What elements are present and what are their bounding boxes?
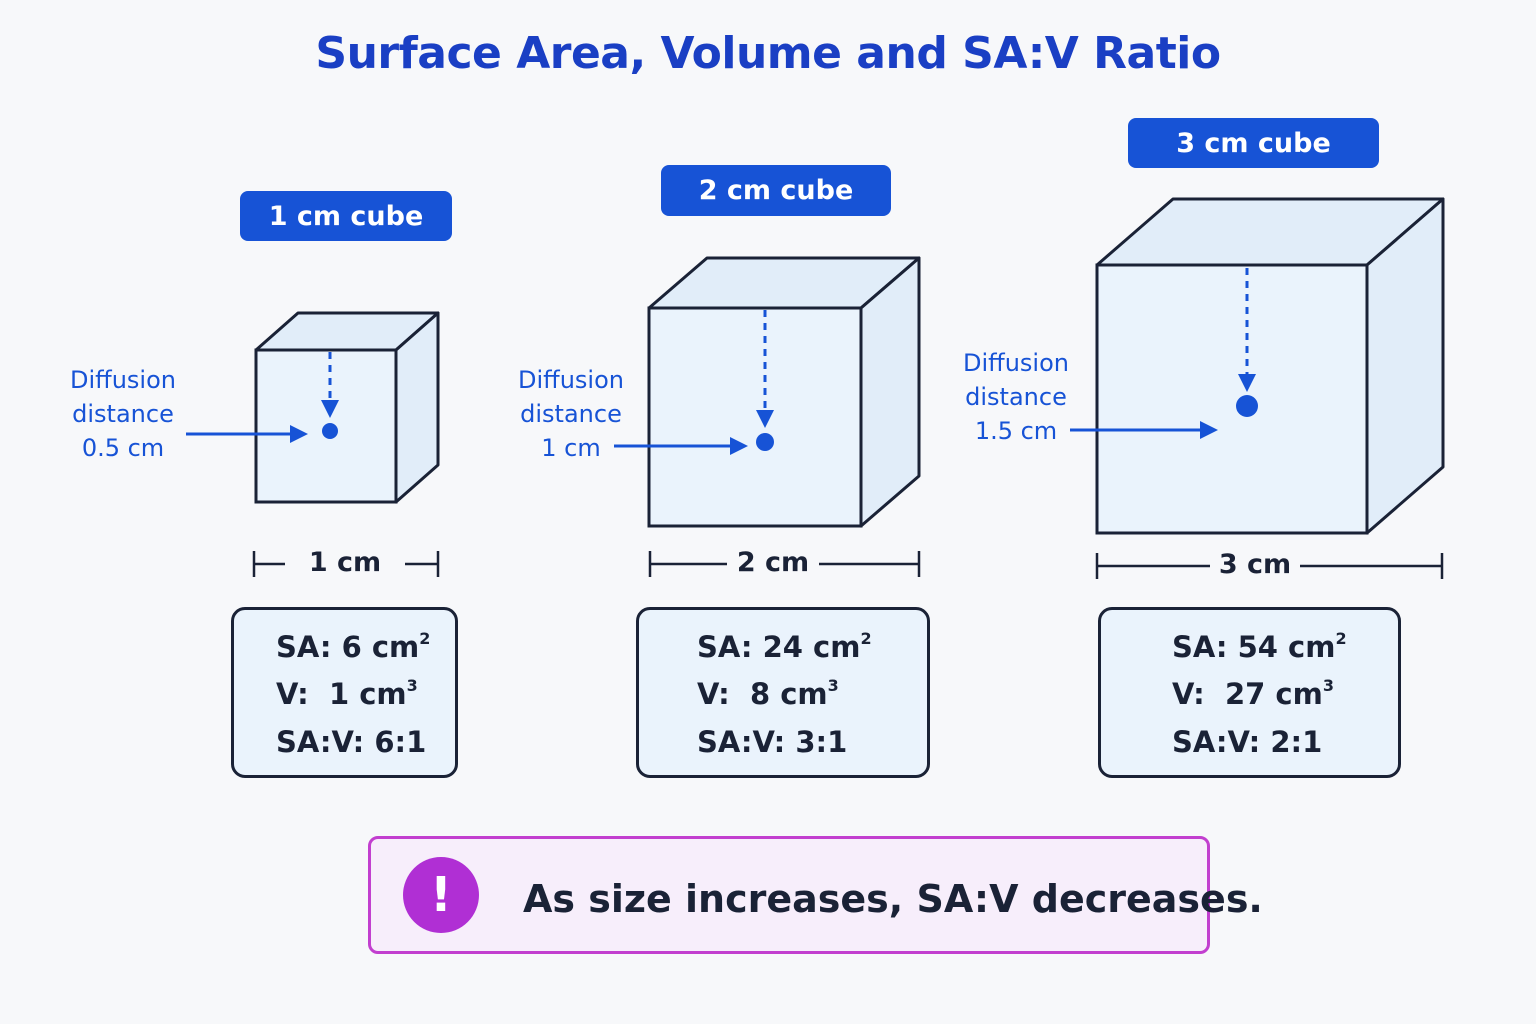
cube-3cm [1070,197,1445,579]
diffusion-label-line2: distance [965,383,1067,411]
cube-front-face [647,306,863,528]
dimension-label-3cm: 3 cm [1210,549,1300,580]
diffusion-label-line1: Diffusion [70,366,176,394]
ratio-row: SA:V: 2:1 [1172,725,1323,759]
diffusion-label-3cm: Diffusion distance 1.5 cm [941,346,1091,448]
cube-label-1cm: 1 cm cube [240,191,452,241]
stats-box-2cm: SA: 24 cm2 V: 8 cm3 SA:V: 3:1 [636,607,930,778]
diffusion-label-line1: Diffusion [963,349,1069,377]
diffusion-value: 1.5 cm [974,417,1058,445]
diffusion-value: 0.5 cm [81,434,165,462]
cube-2cm [614,256,921,577]
cube-center-dot [756,433,774,451]
volume-row: V: 1 cm3 [276,676,418,711]
cube-1cm [186,311,440,577]
ratio-row: SA:V: 3:1 [697,725,848,759]
exclamation-icon: ! [403,857,479,933]
diffusion-label-line2: distance [520,400,622,428]
conclusion-text: As size increases, SA:V decreases. [523,877,1263,921]
stats-box-3cm: SA: 54 cm2 V: 27 cm3 SA:V: 2:1 [1098,607,1401,778]
cube-center-dot [322,423,338,439]
cube-label-2cm: 2 cm cube [661,165,891,216]
volume-row: V: 27 cm3 [1172,676,1334,711]
ratio-row: SA:V: 6:1 [276,725,427,759]
surface-area-row: SA: 54 cm2 [1172,629,1347,664]
cube-front-face [1095,263,1369,535]
dimension-label-2cm: 2 cm [727,547,819,578]
page-title: Surface Area, Volume and SA:V Ratio [315,28,1221,79]
surface-area-row: SA: 6 cm2 [276,629,431,664]
diffusion-label-line1: Diffusion [518,366,624,394]
volume-row: V: 8 cm3 [697,676,839,711]
stats-box-1cm: SA: 6 cm2 V: 1 cm3 SA:V: 6:1 [231,607,458,778]
diffusion-label-2cm: Diffusion distance 1 cm [496,363,646,465]
cube-label-3cm: 3 cm cube [1128,118,1379,168]
cube-center-dot [1236,395,1258,417]
diffusion-label-1cm: Diffusion distance 0.5 cm [48,363,198,465]
dimension-label-1cm: 1 cm [285,547,405,578]
conclusion-callout: ! As size increases, SA:V decreases. [368,836,1263,954]
surface-area-row: SA: 24 cm2 [697,629,872,664]
diffusion-value: 1 cm [541,434,601,462]
diffusion-label-line2: distance [72,400,174,428]
